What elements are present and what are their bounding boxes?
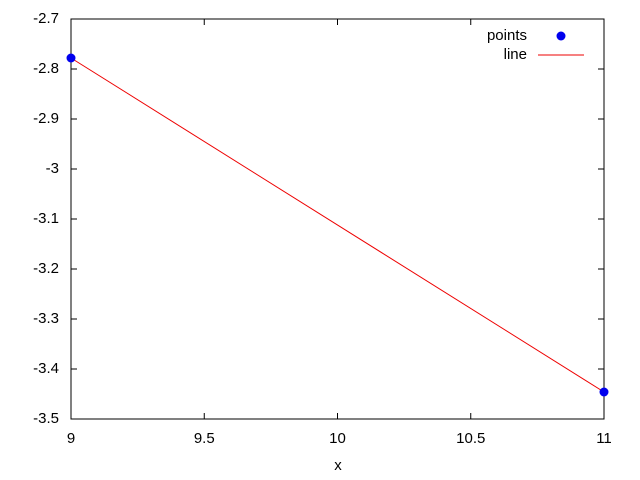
x-axis-label: x: [334, 457, 342, 474]
legend-label: line: [504, 46, 527, 63]
plot-frame: [70, 18, 605, 420]
legend-marker: [556, 31, 566, 41]
y-tick-label: -3.4: [33, 360, 59, 377]
point: [66, 53, 76, 63]
line: [70, 57, 605, 393]
y-tick-label: -3.1: [33, 210, 59, 227]
y-tick-label: -3.2: [33, 260, 59, 277]
x-tick-label: 9: [67, 430, 75, 447]
y-tick-label: -3: [46, 160, 59, 177]
y-tick-label: -2.8: [33, 60, 59, 77]
y-tick-label: -3.3: [33, 310, 59, 327]
x-tick-label: 10: [329, 430, 346, 447]
x-tick-label: 10.5: [456, 430, 485, 447]
y-tick-label: -2.9: [33, 110, 59, 127]
x-tick-label: 9.5: [194, 430, 215, 447]
legend-label: points: [487, 27, 527, 44]
point: [599, 387, 609, 397]
x-tick-label: 11: [596, 430, 612, 447]
y-tick-label: -2.7: [33, 10, 59, 27]
y-tick-label: -3.5: [33, 410, 59, 427]
